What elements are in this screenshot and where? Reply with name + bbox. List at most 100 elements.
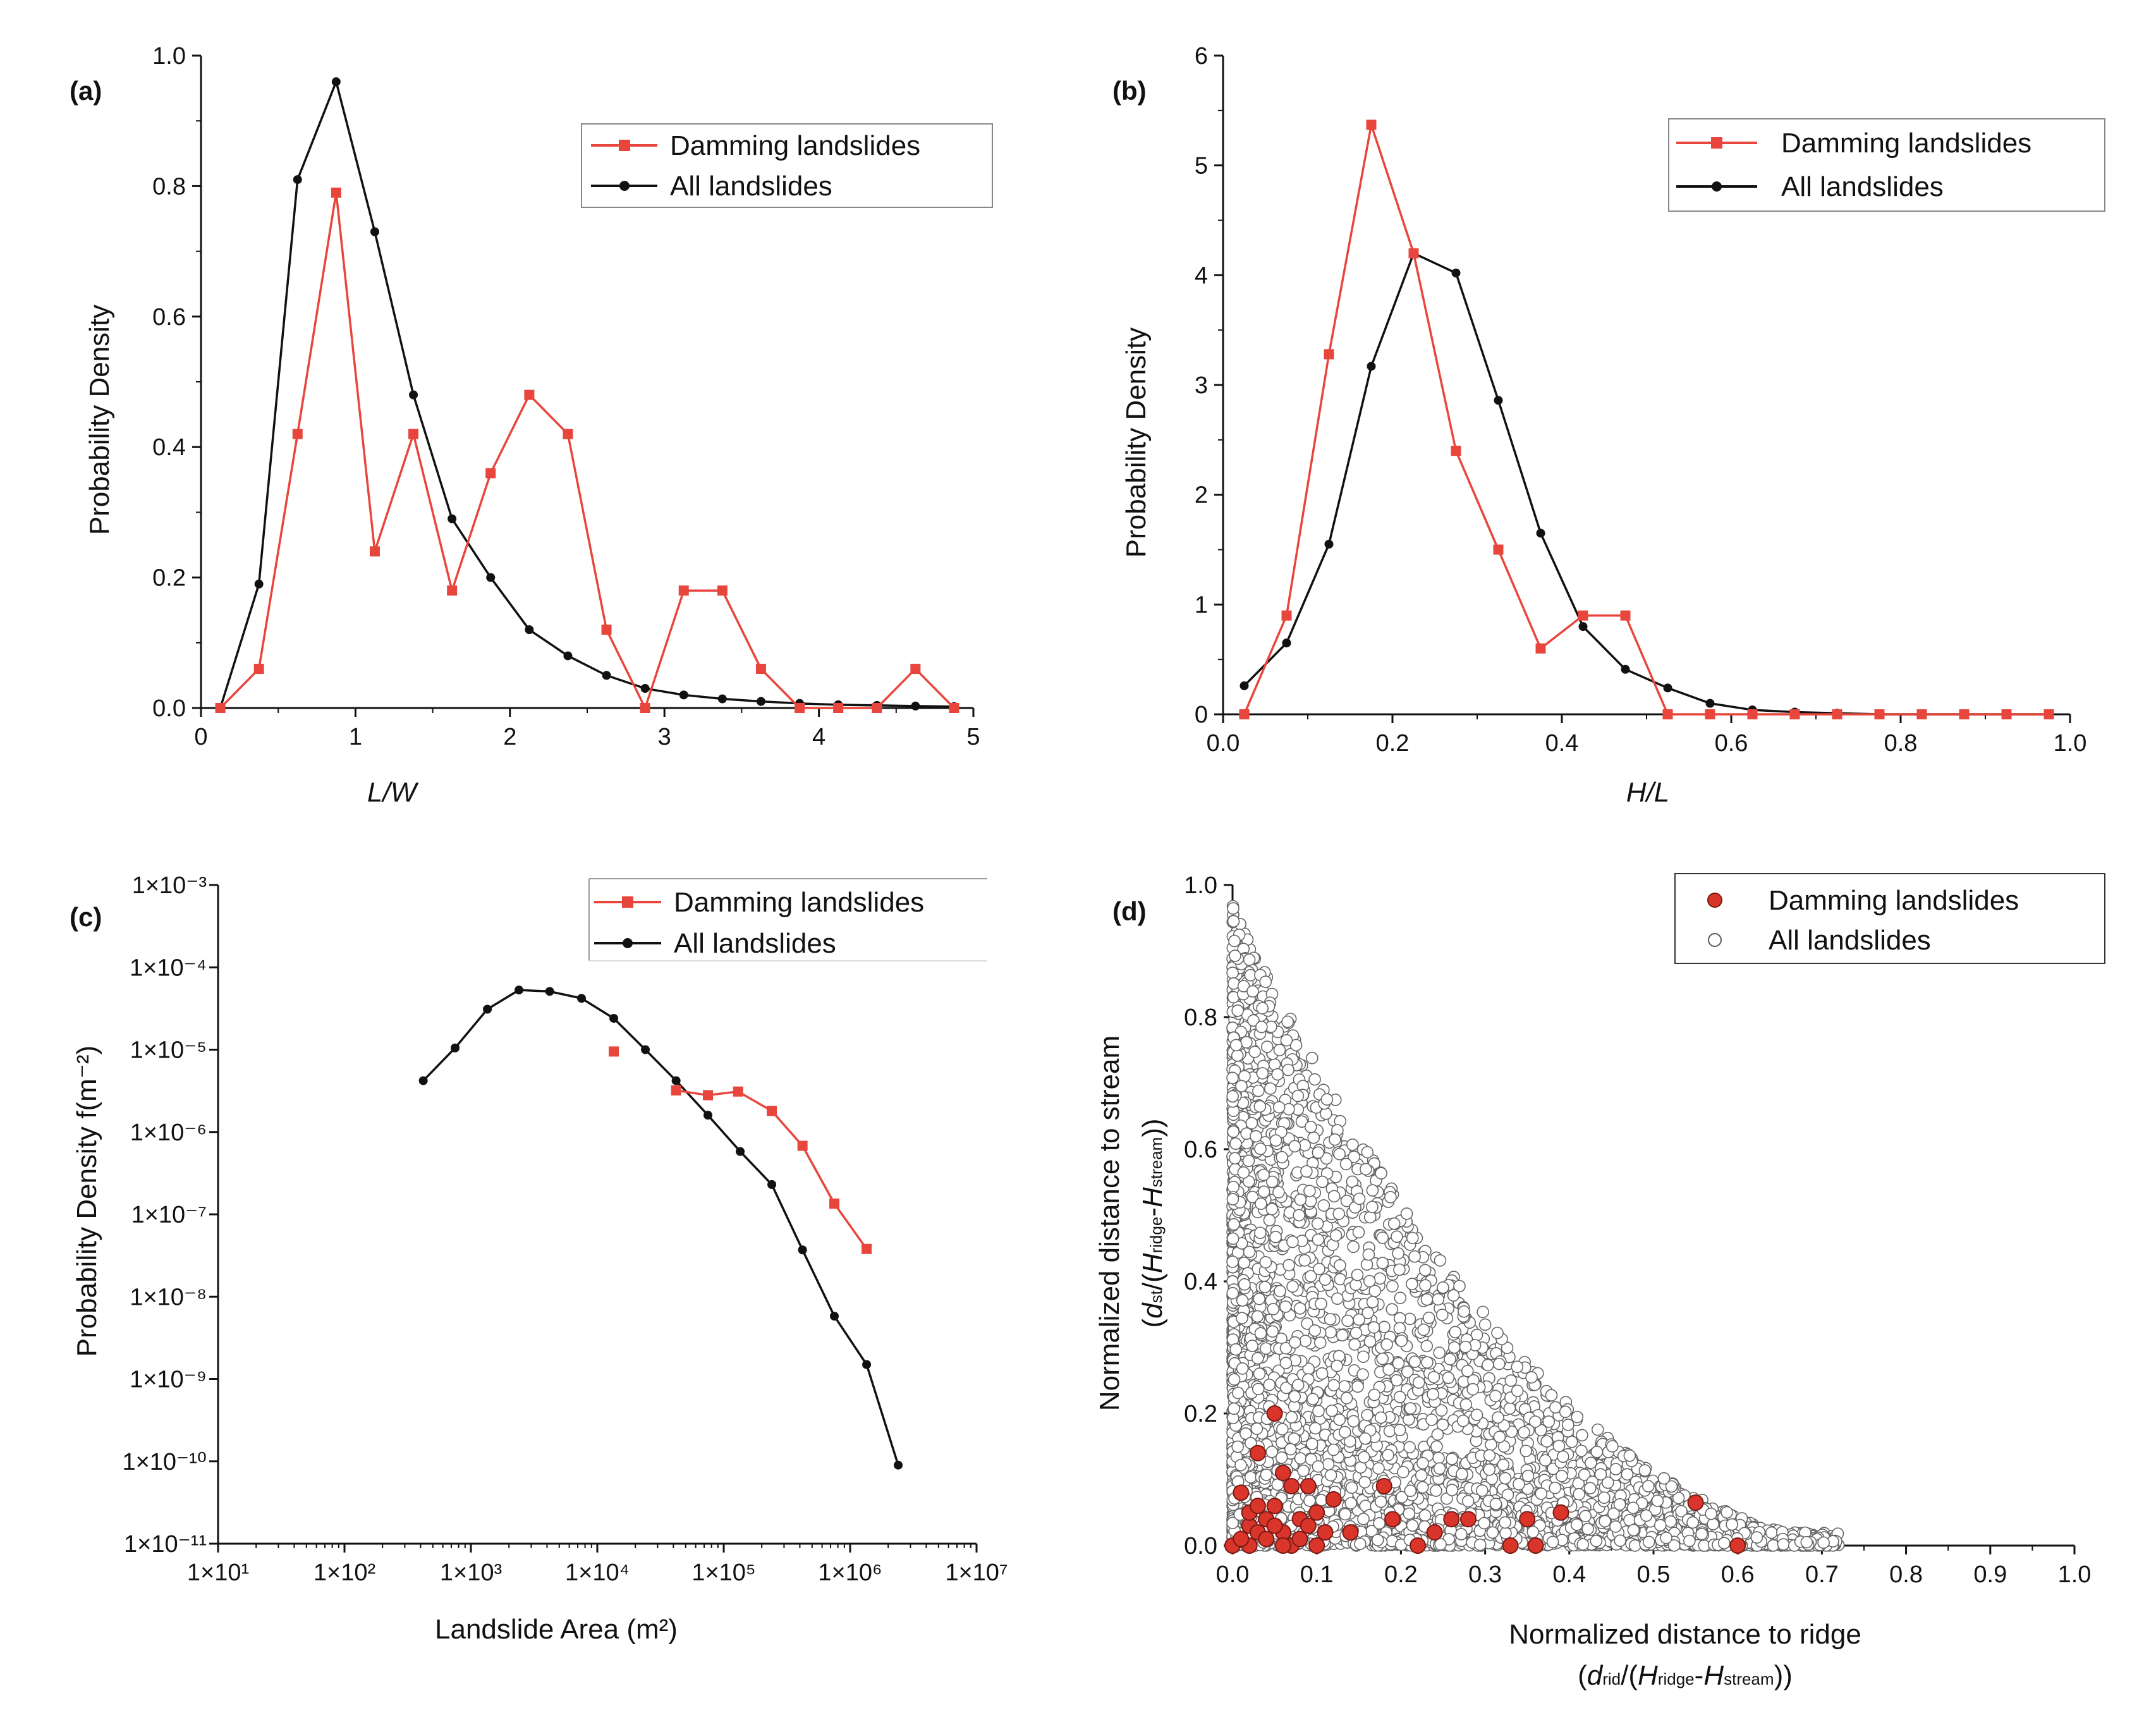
panel-d-label: (d) — [1112, 896, 1147, 926]
all-landslide-point — [1280, 1381, 1293, 1395]
all-landslide-point — [1584, 1482, 1597, 1495]
all-landslide-point — [1284, 1443, 1297, 1456]
all-landslide-point — [1430, 1440, 1443, 1453]
all-landslides-point — [703, 1111, 713, 1120]
all-landslide-point — [1430, 1484, 1442, 1497]
damming-landslide-point — [1258, 1530, 1275, 1547]
legend-box — [1674, 873, 2105, 964]
all-landslide-point — [1288, 1336, 1301, 1349]
all-landslide-point — [1324, 1313, 1337, 1326]
all-landslide-point — [1304, 1120, 1317, 1133]
all-landslide-point — [1254, 1142, 1267, 1156]
all-landslides-line — [1243, 252, 2049, 716]
all-landslide-point — [1260, 1041, 1274, 1053]
x-tick-label: 0.4 — [1545, 730, 1579, 757]
all-landslide-point — [1535, 1424, 1547, 1437]
damming-landslides-point — [1747, 709, 1758, 719]
panel-d: (d) 0.0 0.1 0.2 0.3 0.4 0.5 0.6 0.7 0.8 0.9 1.0 0.0… — [1094, 872, 2105, 1691]
damming-landslides-line — [219, 192, 955, 711]
all-landslide-point — [1286, 1235, 1299, 1248]
damming-landslide-point — [1384, 1511, 1401, 1528]
all-landslides-point — [409, 390, 418, 400]
all-landslide-point — [1420, 1340, 1434, 1353]
x-tick-label: 1×10⁷ — [945, 1559, 1008, 1586]
all-landslide-point — [1309, 1422, 1322, 1435]
x-tick-label: 0.6 — [1721, 1561, 1755, 1588]
all-landslides-point — [1578, 622, 1588, 632]
all-landslide-point — [1461, 1365, 1474, 1377]
all-landslide-point — [1263, 1378, 1276, 1391]
all-landslide-point — [1408, 1250, 1421, 1263]
x-tick-label: 1×10⁴ — [565, 1559, 630, 1586]
all-landslide-point — [1366, 1200, 1379, 1214]
damming-landslides-point — [1366, 119, 1377, 130]
all-landslide-point — [1549, 1482, 1562, 1494]
panel-a: (a) 0 1 2 3 4 5 0.0 0.2 0.4 0.6 0.8 1.0 Probability… — [70, 43, 993, 808]
all-landslides-point — [483, 1004, 492, 1014]
all-landslide-point — [1356, 1368, 1369, 1381]
damming-landslides-point — [1578, 610, 1588, 621]
all-landslide-point — [1477, 1305, 1489, 1319]
all-landslide-point — [1293, 1209, 1305, 1222]
all-landslides-line — [422, 989, 899, 1466]
all-landslide-point — [1250, 1130, 1262, 1143]
all-landslide-point — [1236, 1294, 1249, 1307]
all-landslide-point — [1327, 1190, 1341, 1203]
all-landslide-point — [1518, 1426, 1530, 1439]
all-landslide-point — [1226, 1090, 1239, 1103]
all-landslide-point — [1425, 1413, 1438, 1426]
all-landslide-point — [1546, 1535, 1559, 1549]
all-landslide-point — [1229, 1137, 1242, 1150]
all-landslides-point — [862, 1360, 872, 1369]
all-landslide-point — [1226, 1286, 1239, 1300]
damming-landslides-point — [1408, 248, 1419, 259]
damming-landslides-point — [1324, 349, 1334, 360]
legend-marker-all — [623, 938, 633, 948]
all-landslide-point — [1359, 1432, 1372, 1445]
all-landslides-point — [830, 1312, 839, 1321]
all-landslide-point — [1348, 1150, 1360, 1163]
all-landslide-point — [1458, 1305, 1470, 1318]
damming-landslides-point — [755, 664, 766, 674]
all-landslide-point — [1386, 1279, 1399, 1293]
damming-landslide-point — [1274, 1537, 1291, 1554]
all-landslide-point — [1374, 1411, 1387, 1424]
all-landslide-point — [1412, 1376, 1425, 1389]
all-landslide-point — [1660, 1531, 1672, 1544]
damming-landslide-point — [1502, 1537, 1519, 1554]
all-landslide-point — [1357, 1513, 1370, 1525]
y-tick-label: 0.0 — [152, 695, 186, 722]
all-landslides-point — [448, 514, 457, 523]
all-landslide-point — [1705, 1507, 1717, 1520]
damming-landslides-point — [1535, 643, 1546, 654]
damming-landslide-point — [1317, 1524, 1334, 1541]
all-landslide-point — [1246, 1190, 1259, 1204]
damming-landslide-point — [1729, 1537, 1746, 1554]
all-landslide-point — [1294, 1452, 1307, 1465]
all-landslides-point — [370, 227, 379, 236]
all-landslide-point — [1511, 1384, 1524, 1398]
panel-a-axes: 0 1 2 3 4 5 0.0 0.2 0.4 0.6 0.8 1.0 — [152, 43, 980, 750]
all-landslide-point — [1446, 1453, 1458, 1465]
all-landslides-point — [254, 579, 264, 589]
damming-landslide-point — [1266, 1498, 1283, 1515]
y-tick-label: 0.6 — [1184, 1137, 1217, 1163]
all-landslide-point — [1486, 1526, 1499, 1539]
all-landslide-point — [1667, 1539, 1681, 1552]
all-landslide-point — [1232, 1386, 1245, 1400]
damming-landslides-point — [797, 1140, 808, 1151]
all-landslide-point — [1777, 1538, 1790, 1551]
legend-box — [581, 123, 993, 208]
y-tick-label: 0.6 — [152, 304, 186, 331]
all-landslide-point — [1491, 1326, 1504, 1340]
all-landslide-point — [1295, 1115, 1308, 1128]
x-tick-label: 0.5 — [1637, 1561, 1671, 1588]
all-landslide-point — [1363, 1335, 1377, 1348]
damming-landslide-point — [1249, 1498, 1266, 1515]
y-tick-label: 0.8 — [152, 173, 186, 200]
damming-landslides-point — [1959, 709, 1970, 719]
all-landslide-point — [1231, 1049, 1244, 1062]
all-landslide-point — [1324, 1326, 1337, 1339]
legend-label-damming: Damming landslides — [674, 887, 924, 918]
all-landslide-point — [1314, 1336, 1327, 1349]
